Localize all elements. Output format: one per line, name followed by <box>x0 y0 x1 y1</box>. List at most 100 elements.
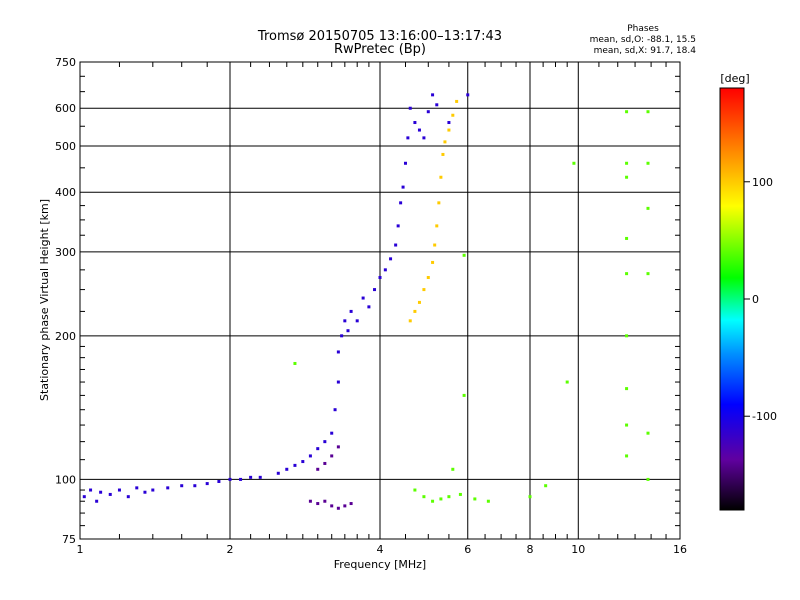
y-tick-label: 200 <box>55 330 76 343</box>
data-point <box>308 454 312 458</box>
data-point <box>143 490 147 494</box>
colorbar-label: [deg] <box>720 72 749 85</box>
data-point <box>625 454 629 458</box>
data-point <box>349 502 353 506</box>
data-point <box>408 319 412 323</box>
x-tick-label: 16 <box>673 543 687 556</box>
data-point <box>316 447 320 451</box>
data-point <box>383 268 387 272</box>
data-point <box>462 393 466 397</box>
data-point <box>646 110 650 114</box>
data-point <box>565 380 569 384</box>
data-point <box>355 319 359 323</box>
data-point <box>431 260 435 264</box>
data-point <box>403 161 407 165</box>
data-point <box>301 460 305 464</box>
data-point <box>401 185 405 189</box>
data-point <box>447 128 451 132</box>
data-point <box>217 479 221 483</box>
phase-stats-heading: Phases <box>627 24 659 34</box>
data-point <box>422 136 426 140</box>
data-point <box>473 497 477 501</box>
data-point <box>544 484 548 488</box>
data-point <box>258 475 262 479</box>
data-point <box>408 106 412 110</box>
data-point <box>439 497 443 501</box>
data-point <box>316 502 320 506</box>
data-point <box>293 361 297 365</box>
data-point <box>435 103 439 107</box>
data-point <box>431 93 435 97</box>
data-point <box>625 236 629 240</box>
data-point <box>126 495 130 499</box>
y-tick-label: 75 <box>62 533 76 546</box>
colorbar <box>719 87 745 511</box>
data-point <box>343 319 347 323</box>
data-point <box>330 454 334 458</box>
data-point <box>625 161 629 165</box>
data-point <box>249 475 253 479</box>
data-point <box>117 488 121 492</box>
data-point <box>180 484 184 488</box>
data-point <box>625 110 629 114</box>
data-point <box>426 276 430 280</box>
colorbar-tick-label: 0 <box>752 293 759 306</box>
chart-title: Tromsø 20150705 13:16:00–13:17:43 <box>257 29 502 44</box>
data-point <box>417 300 421 304</box>
data-point <box>625 272 629 276</box>
data-point <box>135 486 139 490</box>
grid-lines <box>80 62 680 539</box>
data-point <box>349 309 353 313</box>
data-point <box>646 431 650 435</box>
data-point <box>373 288 377 292</box>
chart-subtitle: RwPretec (Bp) <box>334 42 426 57</box>
data-point <box>323 440 327 444</box>
data-point <box>378 276 382 280</box>
data-point <box>336 506 340 510</box>
data-point <box>323 499 327 503</box>
data-point <box>108 492 112 496</box>
data-point <box>439 175 443 179</box>
data-point <box>336 380 340 384</box>
data-point <box>293 463 297 467</box>
phase-stats-o: mean, sd,O: -88.1, 15.5 <box>590 35 696 45</box>
data-point <box>228 477 232 481</box>
data-point <box>285 467 289 471</box>
data-point <box>447 495 451 499</box>
data-point <box>466 93 470 97</box>
x-tick-label: 10 <box>571 543 585 556</box>
data-point <box>625 334 629 338</box>
x-tick-label: 8 <box>527 543 534 556</box>
data-point <box>333 408 337 412</box>
data-point <box>361 296 365 300</box>
y-tick-label: 400 <box>55 186 76 199</box>
data-point <box>486 499 490 503</box>
data-point <box>330 504 334 508</box>
y-tick-label: 600 <box>55 102 76 115</box>
data-point <box>151 488 155 492</box>
data-point <box>394 243 398 247</box>
data-point <box>95 499 99 503</box>
data-point <box>82 495 86 499</box>
data-point <box>413 309 417 313</box>
data-point <box>346 329 350 333</box>
y-axis-label: Stationary phase Virtual Height [km] <box>38 199 51 401</box>
y-tick-label: 100 <box>55 473 76 486</box>
data-points <box>82 93 650 510</box>
data-point <box>422 288 426 292</box>
axis-ticks <box>80 62 680 539</box>
colorbar-tick-label: 100 <box>752 176 773 189</box>
data-point <box>413 488 417 492</box>
data-point <box>646 161 650 165</box>
data-point <box>166 486 170 490</box>
data-point <box>433 243 437 247</box>
y-tick-label: 500 <box>55 140 76 153</box>
data-point <box>205 482 209 486</box>
data-point <box>330 431 334 435</box>
data-point <box>646 272 650 276</box>
data-point <box>406 136 410 140</box>
data-point <box>239 477 243 481</box>
data-point <box>625 423 629 427</box>
data-point <box>389 257 393 261</box>
